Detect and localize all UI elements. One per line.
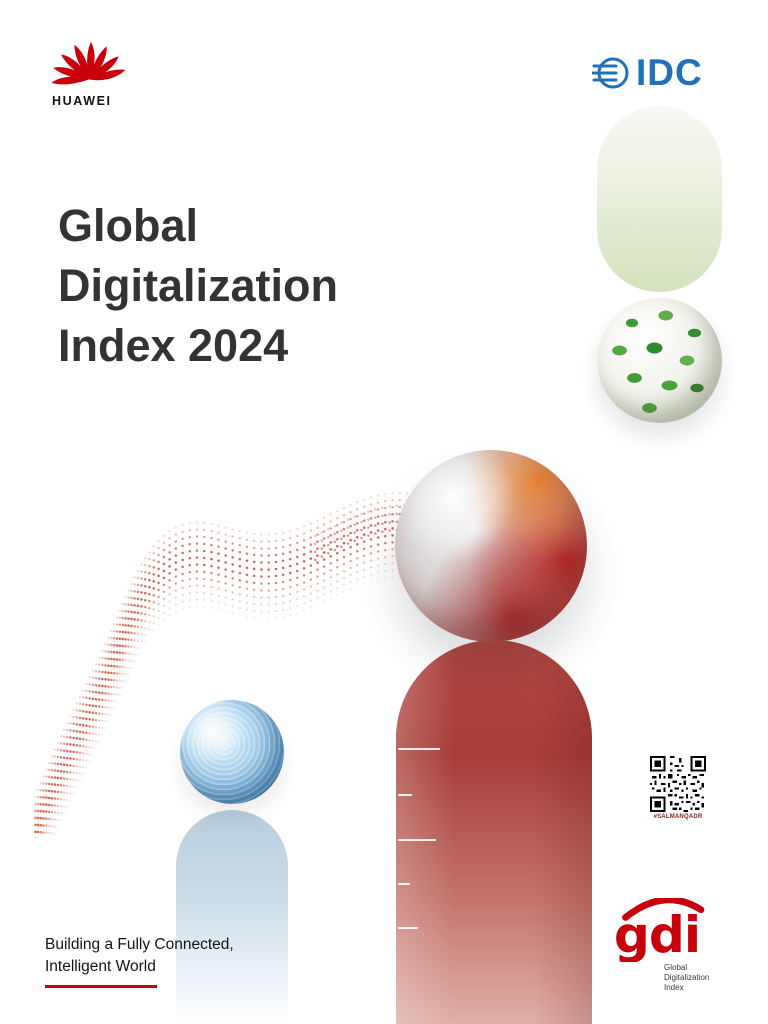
title-line-1: Global: [58, 200, 199, 251]
gdi-label-line-2: Digitalization: [664, 973, 710, 982]
scale-tick: [398, 883, 410, 885]
footer-slogan: Building a Fully Connected, Intelligent …: [45, 934, 234, 978]
blue-sphere-graphic: [180, 700, 284, 804]
huawei-flower-icon: [51, 41, 126, 85]
green-capsule-shape: [597, 106, 722, 292]
huawei-wordmark: HUAWEI: [52, 94, 112, 108]
huawei-logo: HUAWEI: [51, 36, 130, 108]
blue-arch-shape: [176, 810, 288, 1024]
footer-slogan-line-1: Building a Fully Connected,: [45, 936, 234, 953]
footer-red-underline: [45, 985, 157, 988]
page-title: Global Digitalization Index 2024: [58, 196, 338, 376]
qr-code-block: #SALMANQADR: [650, 756, 706, 820]
red-arch-shape: [396, 640, 592, 1024]
qr-code: [650, 756, 706, 812]
gdi-label-line-1: Global: [664, 963, 688, 972]
footer-slogan-line-2: Intelligent World: [45, 958, 156, 975]
gdi-logo: gdi Global Digitalization Index: [612, 896, 742, 993]
gdi-label-line-3: Index: [664, 983, 684, 992]
title-line-3: Index 2024: [58, 320, 289, 371]
gdi-wordmark: gdi: [614, 905, 700, 962]
title-line-2: Digitalization: [58, 260, 338, 311]
idc-wordmark: IDC: [636, 52, 703, 93]
scale-tick: [398, 927, 418, 929]
leaf-sphere-graphic: [597, 298, 722, 423]
idc-globe-icon: [592, 57, 629, 88]
gdi-logo-icon: gdi: [614, 896, 705, 964]
red-gray-sphere-graphic: [395, 450, 587, 642]
qr-caption: #SALMANQADR: [653, 814, 703, 820]
scale-tick: [398, 748, 440, 750]
scale-tick: [398, 794, 412, 796]
gdi-label: Global Digitalization Index: [664, 963, 742, 993]
idc-logo: IDC: [592, 54, 703, 91]
scale-tick: [398, 839, 436, 841]
